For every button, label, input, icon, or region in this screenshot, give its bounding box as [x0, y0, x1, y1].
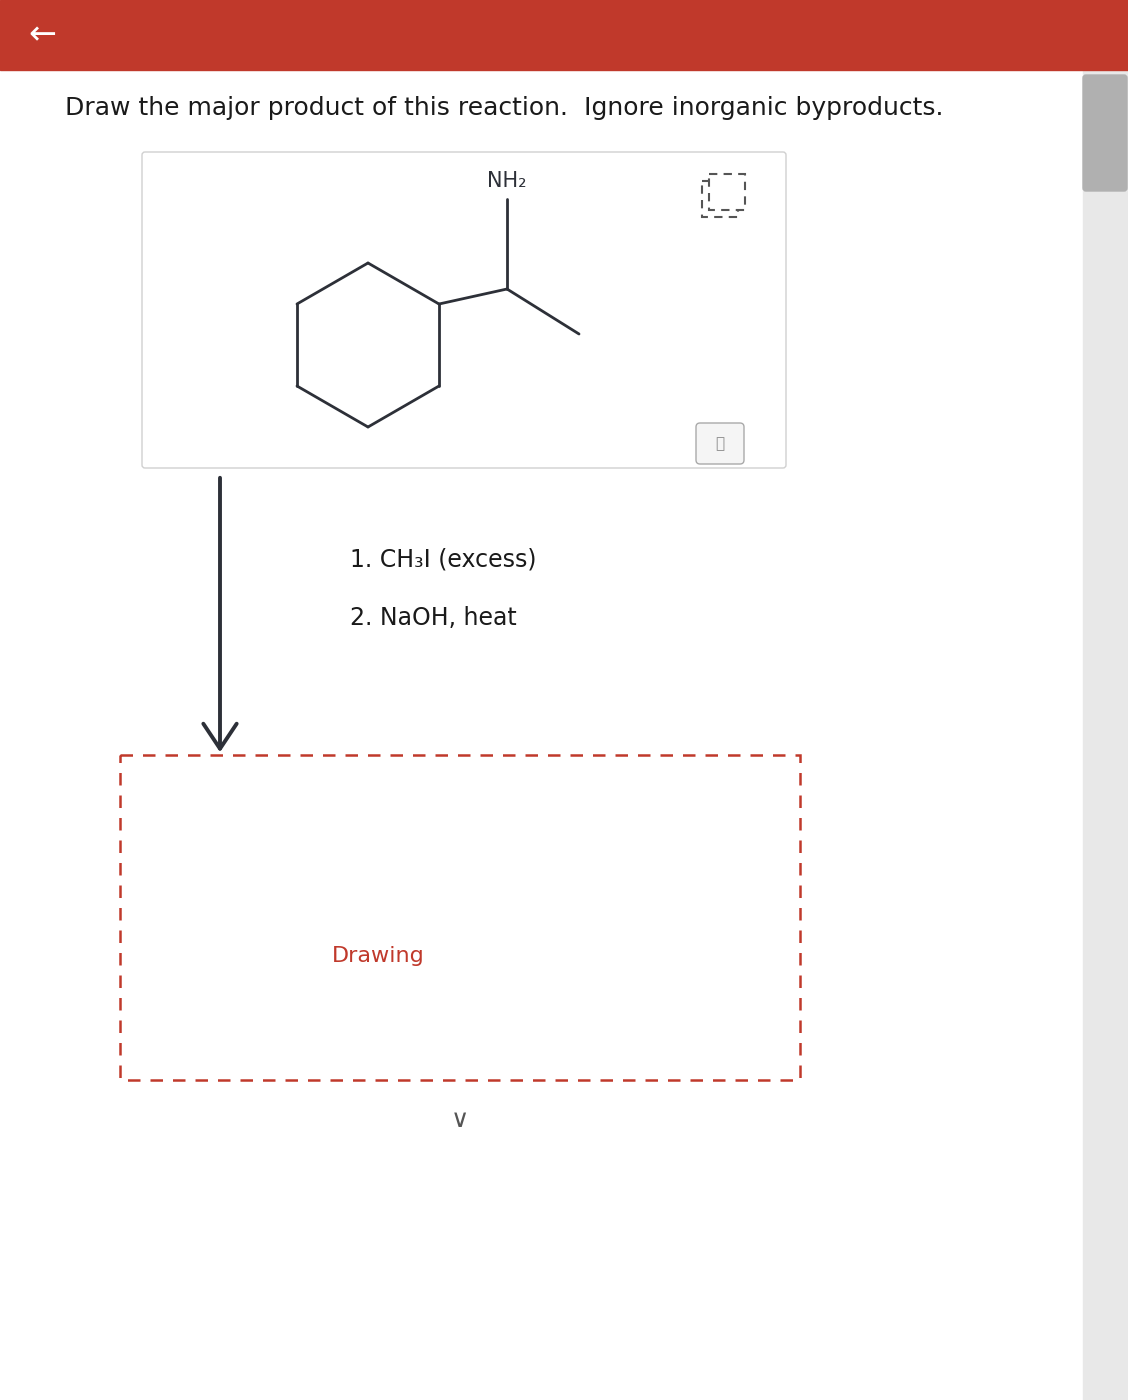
Text: ∨: ∨: [451, 1107, 469, 1133]
Bar: [710, 174, 744, 210]
Text: ←: ←: [28, 18, 56, 52]
Text: NH₂: NH₂: [487, 171, 527, 190]
FancyBboxPatch shape: [142, 153, 786, 468]
FancyBboxPatch shape: [1083, 76, 1127, 190]
FancyArrowPatch shape: [203, 477, 237, 749]
Bar: [1083, 70, 1128, 1400]
Bar: [120, 755, 800, 1079]
Bar: [702, 181, 738, 217]
Text: Draw the major product of this reaction.  Ignore inorganic byproducts.: Draw the major product of this reaction.…: [65, 97, 943, 120]
Text: 1. CH₃I (excess): 1. CH₃I (excess): [350, 547, 537, 573]
FancyBboxPatch shape: [696, 423, 744, 463]
Text: 2. NaOH, heat: 2. NaOH, heat: [350, 606, 517, 630]
Text: Drawing: Drawing: [332, 946, 425, 966]
Bar: [0, 0, 1128, 70]
Text: 🔍: 🔍: [715, 437, 724, 451]
